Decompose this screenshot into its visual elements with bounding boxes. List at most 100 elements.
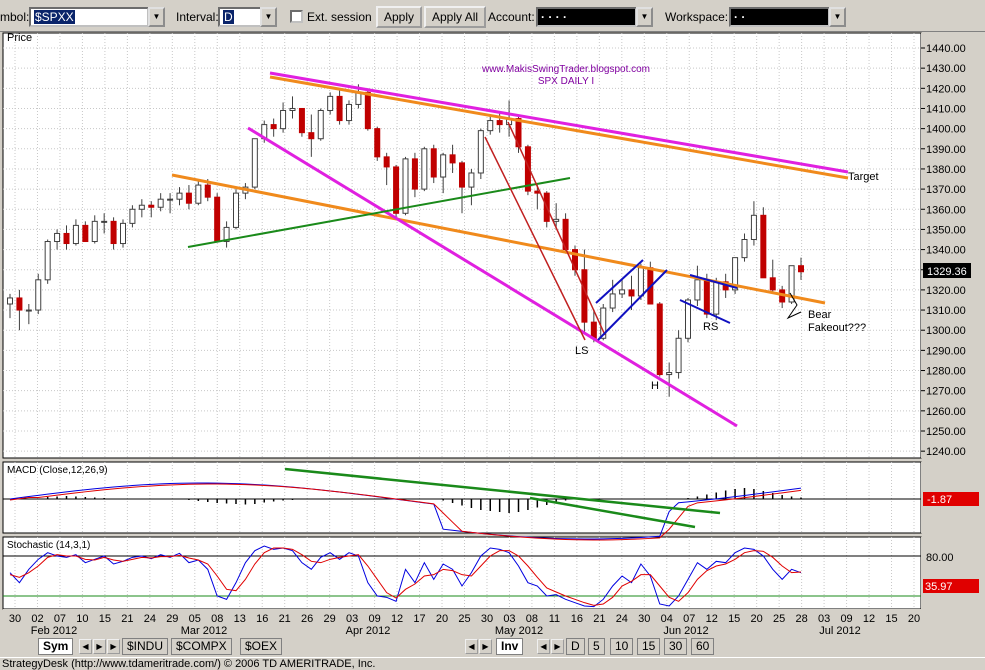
tab-30[interactable]: 30 (664, 638, 688, 655)
candle-body (317, 109, 324, 140)
bear-annotation: Bear (808, 309, 832, 321)
tab-60[interactable]: 60 (691, 638, 715, 655)
candle-body (402, 158, 409, 214)
candle-body (251, 138, 258, 188)
date-tick-label: 09 (368, 613, 380, 625)
tab-indu[interactable]: $INDU (122, 638, 169, 655)
candle-body (553, 218, 560, 222)
stoch-d-line (9, 547, 802, 606)
tab-d[interactable]: D (566, 638, 585, 655)
candle-body (270, 124, 277, 130)
month-label: Jun 2012 (663, 625, 708, 637)
price-tick-label: 1350.00 (926, 224, 966, 236)
inv-left-icon[interactable]: ◀ (465, 639, 478, 654)
inv-right-icon[interactable]: ▶ (479, 639, 492, 654)
candle-body (82, 224, 89, 243)
price-tick-label: 1320.00 (926, 285, 966, 297)
date-tick-label: 03 (346, 613, 358, 625)
interval-dropdown-icon[interactable]: ▼ (260, 7, 277, 27)
account-select[interactable]: · · · · (536, 7, 637, 27)
candle-body (120, 222, 126, 245)
candle-body (63, 232, 70, 245)
macd-value: -1.87 (927, 494, 952, 506)
interval-label: Interval: (176, 10, 219, 24)
candle-body (468, 172, 475, 188)
ext-session-checkbox[interactable] (290, 10, 303, 23)
candle-body (619, 289, 626, 295)
stoch-label: Stochastic (14,3,1) (7, 540, 90, 551)
scroll-end-icon[interactable]: ▶ (107, 639, 120, 654)
candle-body (298, 107, 305, 134)
last-price-badge (923, 263, 971, 278)
scroll-left-icon[interactable]: ◀ (79, 639, 92, 654)
candle-body (72, 224, 79, 245)
date-tick-label: 07 (683, 613, 695, 625)
interval-left-icon[interactable]: ◀ (537, 639, 550, 654)
candle-body (609, 293, 616, 309)
bear-arrow-icon (786, 292, 802, 320)
watermark-title: SPX DAILY I (538, 76, 594, 87)
account-dropdown-icon[interactable]: ▼ (636, 7, 653, 27)
watermark-url: www.MakisSwingTrader.blogspot.com (481, 64, 650, 75)
macd-green-divergence-line-2 (529, 496, 696, 529)
blue-flag-line-4 (679, 299, 731, 324)
candle-body (346, 103, 352, 122)
symbol-label: mbol: (0, 10, 30, 24)
candle-body (675, 337, 682, 374)
tab-sym[interactable]: Sym (38, 638, 74, 655)
interval-select[interactable]: D (218, 7, 262, 27)
date-tick-label: 02 (31, 613, 43, 625)
candle-body (374, 128, 381, 158)
price-tick-label: 1260.00 (926, 406, 966, 418)
ext-session-label: Ext. session (307, 10, 372, 24)
tab-compx[interactable]: $COMPX (171, 638, 232, 655)
candle-body (308, 132, 315, 140)
candle-body (223, 226, 230, 243)
price-axis (921, 33, 985, 458)
month-labels: Feb 2012 Mar 2012 Apr 2012 May 2012 Jun 2012… (31, 625, 861, 637)
price-tick-label: 1290.00 (926, 345, 966, 357)
tab-inv[interactable]: Inv (496, 638, 524, 655)
date-tick-label: 12 (863, 613, 875, 625)
month-label: Feb 2012 (31, 625, 77, 637)
candle-body (713, 281, 720, 315)
stoch-series (9, 545, 802, 608)
workspace-select[interactable]: · · (729, 7, 830, 27)
month-label: Jul 2012 (819, 625, 861, 637)
date-tick-label: 08 (211, 613, 223, 625)
candle-body (524, 146, 531, 192)
price-panel (2, 32, 922, 459)
tab-15[interactable]: 15 (637, 638, 661, 655)
macd-panel (2, 461, 922, 534)
candle-body (703, 279, 710, 315)
apply-all-button[interactable]: Apply All (424, 6, 487, 28)
ls-annotation: LS (575, 345, 588, 357)
date-tick-label: 15 (99, 613, 111, 625)
workspace-dropdown-icon[interactable]: ▼ (829, 7, 846, 27)
tab-5[interactable]: 5 (588, 638, 605, 655)
candle-body (195, 184, 202, 204)
symbol-dropdown-icon[interactable]: ▼ (148, 7, 165, 27)
date-tick-label: 15 (728, 613, 740, 625)
interval-right-icon[interactable]: ▶ (551, 639, 564, 654)
candle-body (430, 148, 437, 178)
price-tick-label: 1400.00 (926, 124, 966, 136)
scroll-right-icon[interactable]: ▶ (93, 639, 106, 654)
candle-body (101, 220, 108, 223)
magenta-upper-trendline (269, 71, 849, 174)
price-tick-label: 1250.00 (926, 426, 966, 438)
date-tick-label: 12 (391, 613, 403, 625)
candle-body (35, 279, 42, 311)
apply-button[interactable]: Apply (376, 6, 423, 28)
tab-oex[interactable]: $OEX (240, 638, 283, 655)
chart-area[interactable]: 1440.00 1430.00 1420.00 1410.00 1400.00 1390.… (0, 32, 985, 640)
symbol-input[interactable]: $SPXX (29, 7, 149, 27)
price-tick-label: 1360.00 (926, 204, 966, 216)
tab-10[interactable]: 10 (610, 638, 634, 655)
month-label: Mar 2012 (181, 625, 227, 637)
price-tick-label: 1340.00 (926, 245, 966, 257)
candle-body (214, 196, 221, 243)
date-tick-labels: 30 02 07 10 15 21 24 29 05 08 13 16 21 26 29 03 09 12 17 20… (9, 613, 920, 625)
red-channel-line-2 (507, 121, 606, 336)
date-tick-label: 10 (76, 613, 88, 625)
